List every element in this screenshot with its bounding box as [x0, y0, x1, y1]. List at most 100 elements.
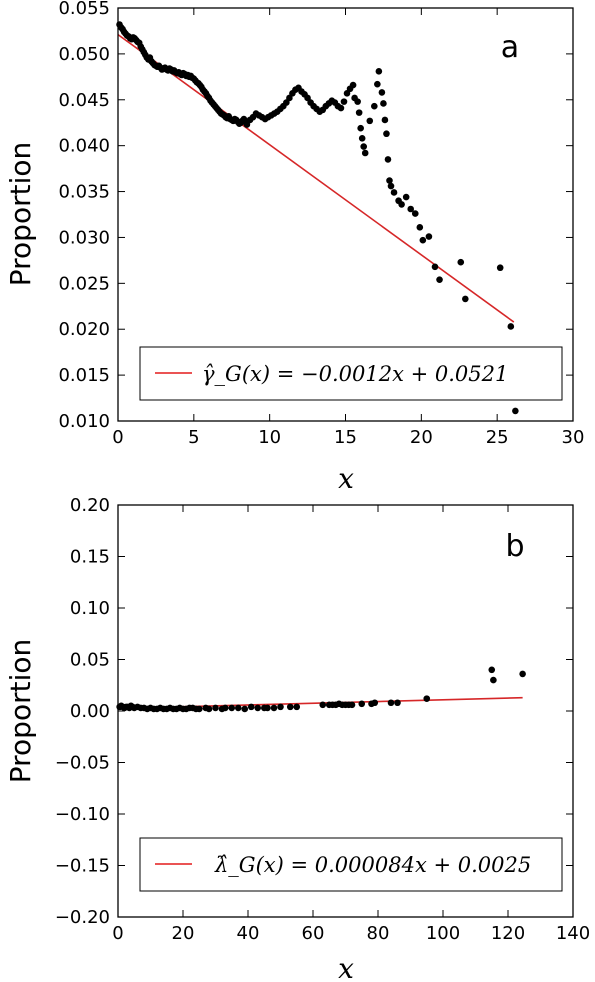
- chart-a-fit-line: [117, 33, 515, 323]
- chart-a-xtick-label-2: 10: [258, 427, 281, 448]
- chart-b-ylabel: Proportion: [4, 639, 37, 783]
- chart-a-point-130: [375, 68, 383, 75]
- chart-a-point-129: [374, 80, 381, 88]
- chart-a-point-144: [416, 224, 424, 231]
- chart-b-point-34: [221, 704, 229, 712]
- chart-a-ytick-label-1: 0.015: [58, 365, 110, 386]
- chart-b-xtick-label-3: 60: [302, 923, 325, 944]
- chart-a-point-132: [380, 100, 387, 107]
- chart-b-panel-label: b: [505, 529, 524, 564]
- chart-a-panel-label: a: [501, 30, 519, 65]
- chart-b-ticks: 0 20 40 60 80 100 120 140 −0.20 −0.15 −0.10 −0.05 0.…: [55, 495, 590, 944]
- chart-b-point-46: [319, 701, 327, 709]
- chart-a-ylabel: Proportion: [4, 142, 37, 286]
- chart-a-xtick-label-5: 25: [486, 427, 509, 448]
- chart-b-point-61: [488, 666, 496, 674]
- chart-a-point-131: [378, 89, 386, 96]
- chart-a-ytick-label-3: 0.025: [58, 273, 110, 294]
- chart-a-point-145: [419, 236, 427, 244]
- chart-b-legend-box: [139, 837, 563, 892]
- chart-a-point-152: [507, 323, 515, 330]
- chart-b-xtick-label-4: 80: [367, 923, 390, 944]
- chart-b-xlabel: x: [338, 952, 354, 982]
- chart-a-point-153: [512, 407, 519, 415]
- chart-b-point-35: [228, 704, 236, 712]
- chart-b-xtick-label-2: 40: [237, 923, 260, 944]
- chart-b-point-37: [241, 705, 249, 713]
- chart-a-point-140: [398, 201, 405, 208]
- chart-a-legend-box: [139, 346, 563, 401]
- chart-b-point-63: [519, 670, 526, 678]
- chart-a-ytick-label-2: 0.020: [58, 319, 110, 340]
- chart-b-point-58: [387, 699, 395, 707]
- chart-a-ytick-label-4: 0.030: [58, 227, 110, 248]
- chart-a-point-115: [337, 104, 345, 112]
- chart-a-legend: γ̂_G(x) = −0.0012x + 0.0521: [139, 346, 563, 401]
- chart-a-point-136: [386, 177, 393, 184]
- chart-a-ytick-label-6: 0.040: [58, 136, 110, 157]
- chart-a-xtick-label-0: 0: [112, 427, 123, 448]
- chart-a-ticks: 0 5 10 15 20 25 30 0.010 0.015 0.020 0.025 0.030 0.0…: [58, 0, 584, 448]
- chart-b-point-45: [293, 703, 301, 711]
- chart-a-point-122: [355, 109, 363, 116]
- chart-b: 0 20 40 60 80 100 120 140 −0.20 −0.15 −0.10 −0.05 0.…: [4, 495, 590, 982]
- chart-a-point-134: [383, 130, 390, 138]
- chart-a-ytick-label-9: 0.055: [58, 0, 110, 19]
- chart-a-xtick-label-6: 30: [562, 427, 585, 448]
- chart-b-ytick-label-7: 0.15: [70, 547, 110, 568]
- chart-a-legend-label: γ̂_G(x) = −0.0012x + 0.0521: [202, 362, 508, 386]
- chart-b-point-29: [195, 705, 203, 713]
- chart-b-marks: [116, 666, 526, 713]
- chart-a-point-146: [425, 233, 433, 240]
- chart-b-point-43: [277, 703, 284, 711]
- chart-a-point-127: [366, 117, 374, 125]
- chart-b-legend: λ̂_G(x) = 0.000084x + 0.0025: [139, 837, 563, 892]
- chart-b-ytick-label-6: 0.10: [70, 598, 110, 619]
- chart-a-point-116: [340, 98, 348, 105]
- chart-b-ytick-label-4: 0.00: [70, 701, 110, 722]
- chart-a-point-126: [361, 149, 369, 157]
- chart-a-ytick-label-8: 0.050: [58, 44, 110, 65]
- chart-b-ytick-label-8: 0.20: [70, 495, 110, 516]
- chart-b-point-57: [371, 699, 379, 707]
- chart-b-ytick-label-1: −0.15: [55, 856, 110, 877]
- chart-b-xtick-label-6: 120: [491, 923, 525, 944]
- chart-a-point-119: [349, 81, 357, 89]
- chart-b-ytick-label-3: −0.05: [55, 753, 110, 774]
- chart-b-point-44: [286, 703, 294, 711]
- chart-b-point-59: [394, 699, 401, 707]
- chart-b-point-32: [212, 704, 219, 712]
- chart-a-xtick-label-3: 15: [334, 427, 357, 448]
- chart-b-xtick-label-5: 100: [426, 923, 460, 944]
- chart-b-point-42: [270, 704, 278, 712]
- chart-a-point-141: [402, 193, 410, 201]
- chart-b-point-39: [254, 704, 262, 712]
- chart-a-ytick-label-7: 0.045: [58, 90, 110, 111]
- chart-b-point-60: [423, 695, 431, 702]
- chart-a-point-148: [436, 276, 443, 283]
- chart-b-ytick-label-0: −0.20: [55, 907, 110, 928]
- chart-a-ytick-label-0: 0.010: [58, 411, 110, 432]
- chart-a-point-123: [357, 124, 364, 132]
- chart-a-xlabel: x: [338, 462, 354, 495]
- chart-a-point-121: [354, 98, 361, 105]
- chart-a-point-133: [381, 116, 389, 124]
- chart-a-point-143: [411, 210, 419, 217]
- chart-b-ytick-label-5: 0.05: [70, 650, 110, 671]
- chart-a-point-149: [457, 258, 465, 266]
- chart-a-point-138: [390, 189, 398, 196]
- chart-b-point-54: [348, 701, 356, 709]
- chart-b-point-36: [234, 704, 242, 712]
- chart-a-point-128: [371, 102, 378, 110]
- chart-b-legend-label: λ̂_G(x) = 0.000084x + 0.0025: [214, 853, 531, 877]
- chart-a-xtick-label-4: 20: [410, 427, 433, 448]
- chart-a-point-147: [431, 263, 439, 271]
- chart-a-point-135: [384, 156, 392, 163]
- chart-a-point-125: [360, 143, 368, 150]
- chart-a-point-137: [387, 182, 395, 190]
- chart-b-point-38: [247, 703, 255, 711]
- chart-b-xtick-label-0: 0: [112, 923, 123, 944]
- chart-a: 0 5 10 15 20 25 30 0.010 0.015 0.020 0.025 0.030 0.0…: [4, 0, 584, 495]
- chart-b-point-62: [490, 676, 497, 684]
